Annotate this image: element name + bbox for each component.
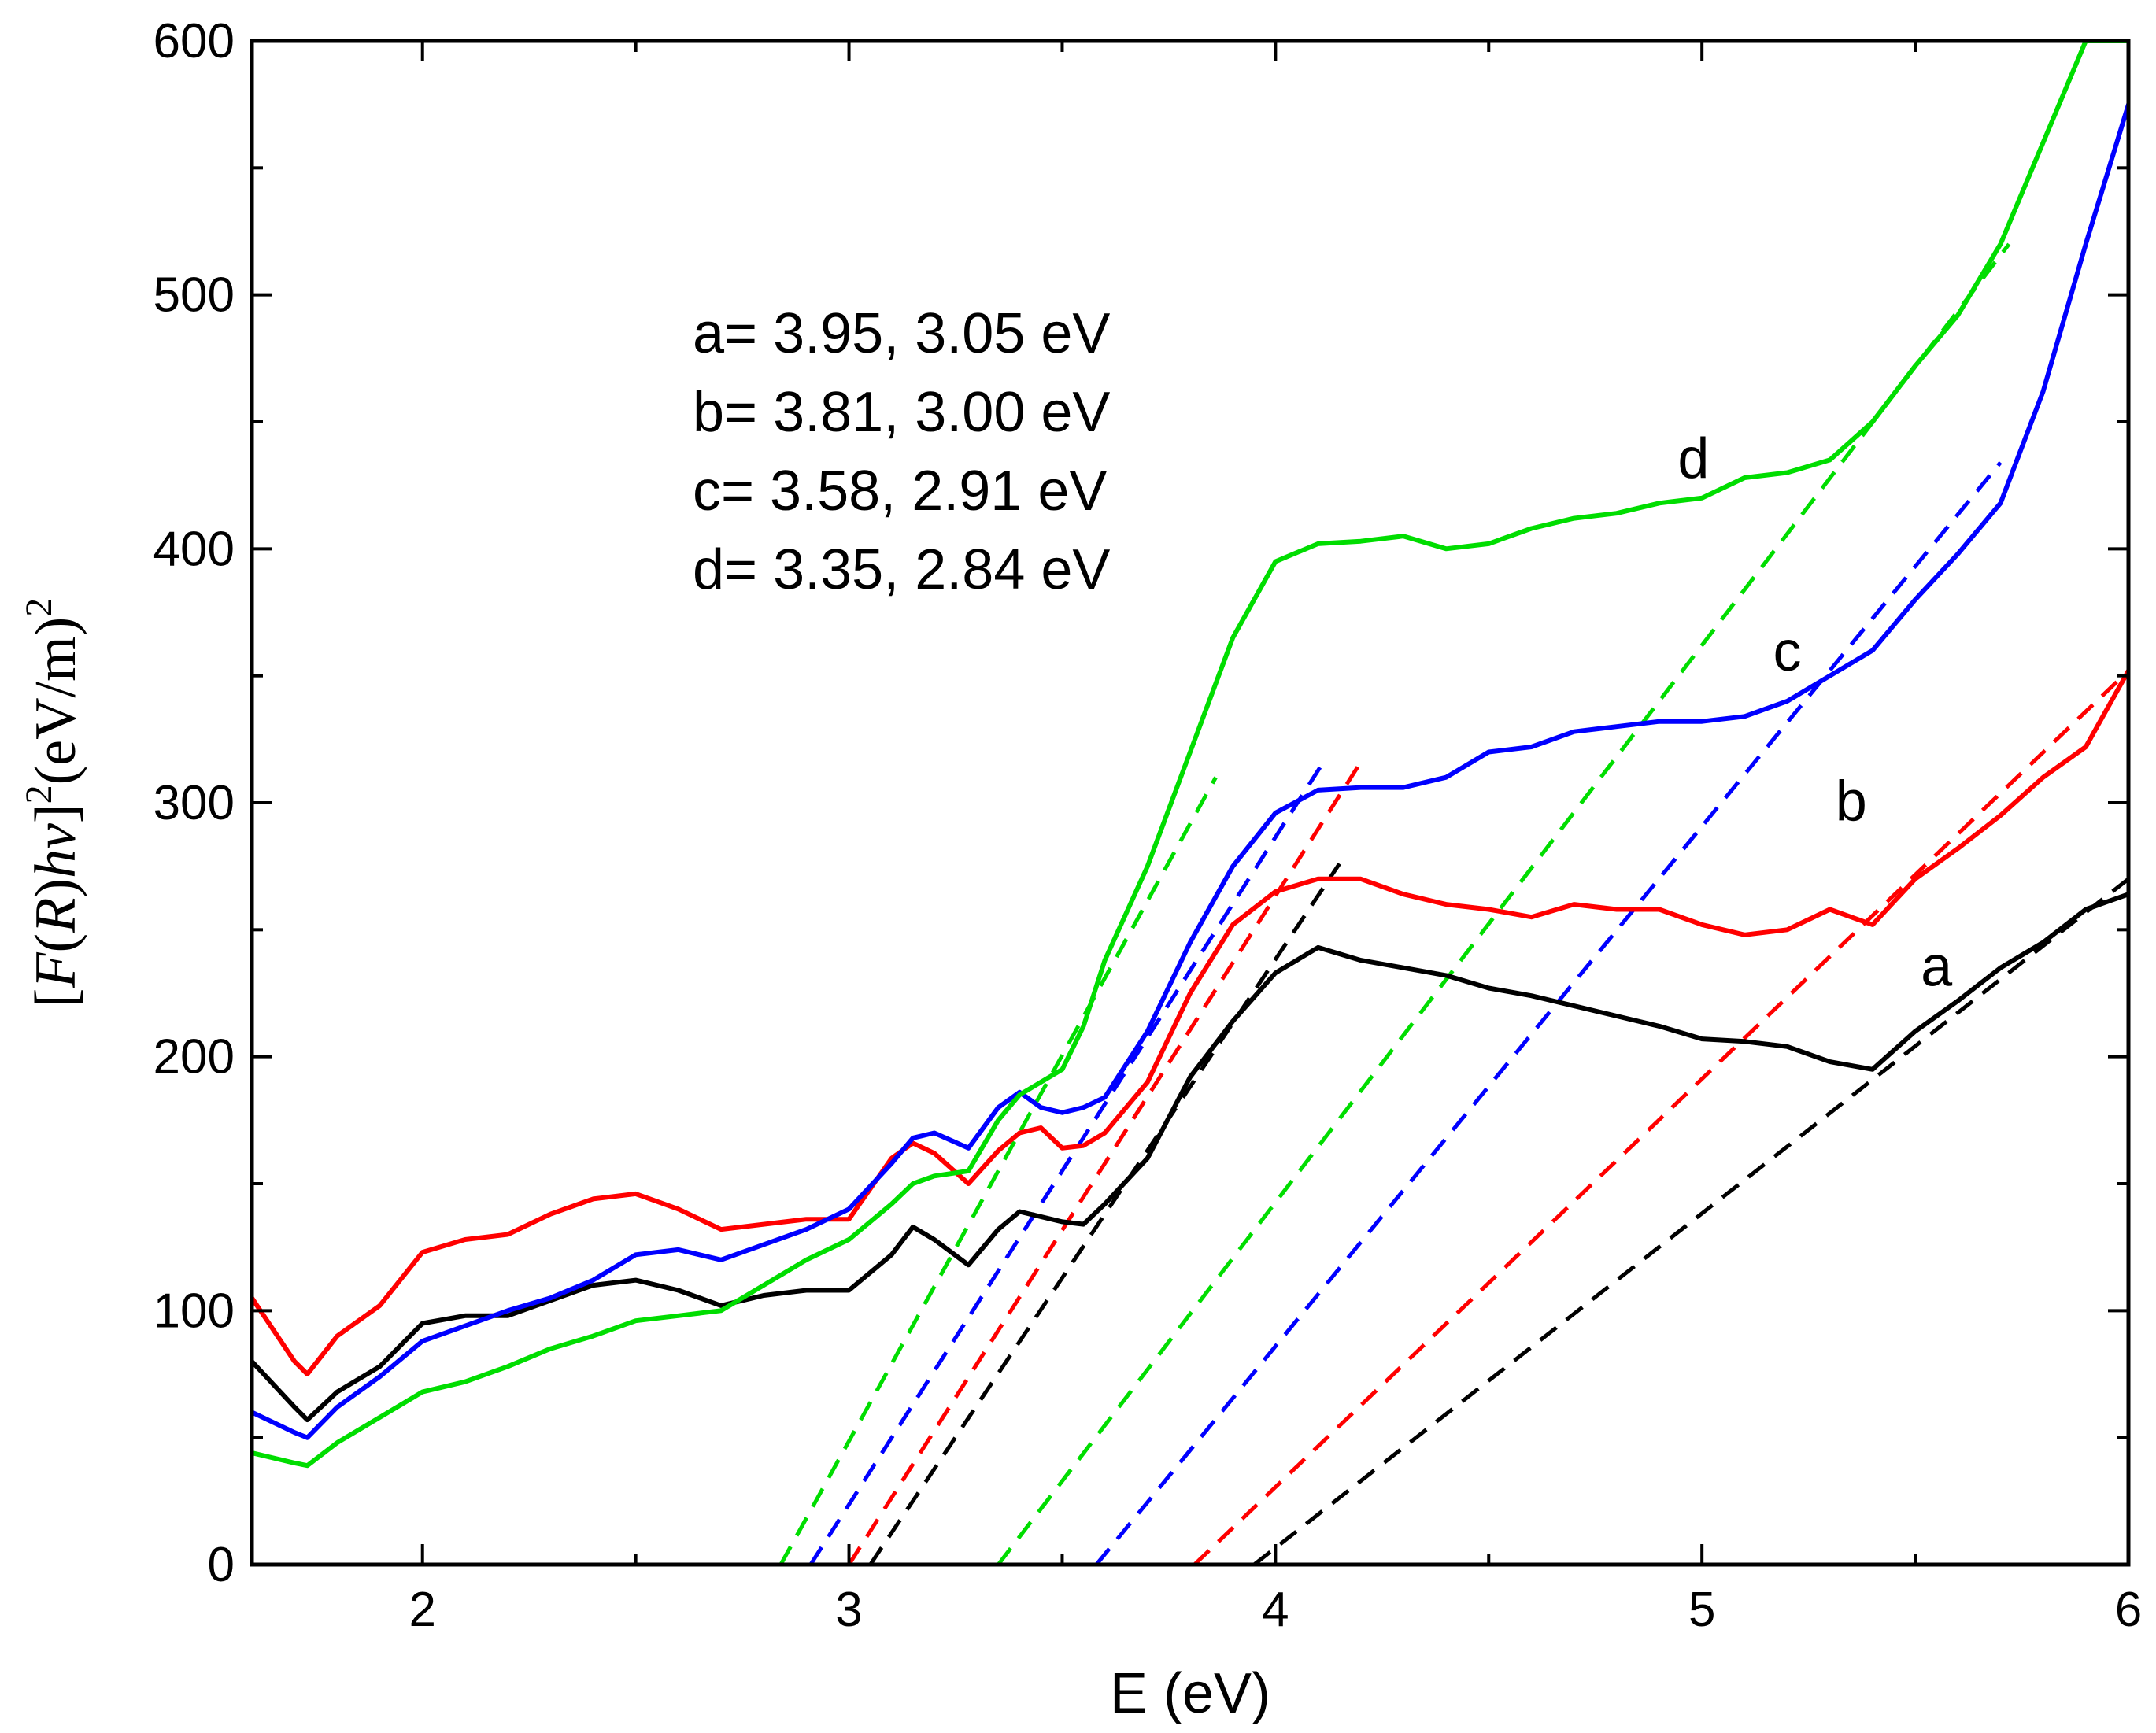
y-axis: 0 100 200 300 400 500 600 [153,14,2128,1592]
y-tick-label: 0 [208,1538,235,1592]
annotation-c: c= 3.58, 2.91 eV [693,460,1107,523]
fit-line-c-shallow [1094,461,2003,1565]
fit-line-b-steep [847,761,1363,1565]
data-series [252,41,2128,1469]
y-tick-label: 100 [153,1284,235,1338]
x-tick-label: 6 [2115,1583,2142,1637]
fit-line-b-shallow [1193,669,2128,1565]
x-axis-title: E (eV) [1110,1662,1270,1725]
y-tick-label: 200 [153,1030,235,1085]
curve-label-c: c [1773,620,1802,683]
y-tick-label: 300 [153,776,235,830]
series-b-line [252,668,2128,1376]
fit-line-a-steep [868,863,1341,1565]
curve-label-d: d [1677,427,1709,490]
series-d-line [252,41,2128,1469]
annotation-d: d= 3.35, 2.84 eV [693,538,1110,601]
curve-label-b: b [1836,770,1867,833]
annotation-b: b= 3.81, 3.00 eV [693,381,1110,444]
fit-line-d-shallow [997,242,2011,1565]
y-axis-title: [F(R)hv]2(eV/m)2 [18,598,88,1008]
annotation-a: a= 3.95, 3.05 eV [693,302,1110,365]
x-axis: 2 3 4 5 6 [409,41,2142,1637]
fit-line-a-shallow [1252,877,2128,1565]
series-a-line [252,892,2128,1423]
series-c-line [252,102,2128,1440]
curve-label-a: a [1921,935,1953,998]
fit-lines [778,242,2128,1565]
x-tick-label: 2 [409,1583,435,1637]
x-tick-label: 5 [1688,1583,1715,1637]
curve-labels: a b c d [1677,427,1953,998]
y-tick-label: 600 [153,14,235,68]
fit-line-c-steep [808,756,1329,1565]
annotation-block: a= 3.95, 3.05 eV b= 3.81, 3.00 eV c= 3.5… [693,302,1110,601]
x-tick-label: 3 [835,1583,862,1637]
y-tick-label: 500 [153,268,235,323]
y-tick-label: 400 [153,522,235,576]
fit-line-d-steep [778,776,1218,1565]
x-tick-label: 4 [1262,1583,1289,1637]
